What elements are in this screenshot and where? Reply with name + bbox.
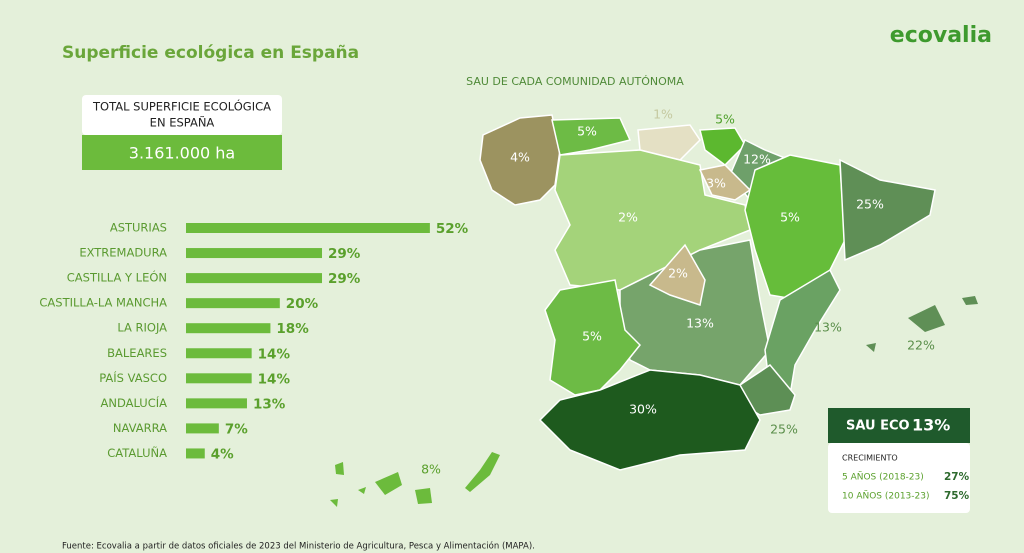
bar — [186, 248, 323, 259]
category-label: CASTILLA-LA MANCHA — [39, 296, 167, 310]
bar-chart: ASTURIAS 52% EXTREMADURA 29% CASTILLA Y LEÓN… — [39, 221, 468, 463]
region-label: 2% — [618, 210, 638, 225]
region-label: 5% — [582, 329, 602, 344]
region — [479, 114, 561, 206]
region-label: 5% — [577, 124, 597, 139]
category-label: PAÍS VASCO — [99, 370, 167, 385]
region — [538, 369, 761, 471]
bar — [186, 348, 252, 359]
region-label: 25% — [856, 197, 884, 212]
region — [764, 268, 841, 396]
total-label: EN ESPAÑA — [150, 115, 215, 130]
value-label: 29% — [328, 271, 361, 287]
bar — [186, 398, 247, 409]
category-label: CASTILLA Y LEÓN — [67, 270, 167, 285]
value-label: 4% — [211, 446, 234, 462]
bar — [186, 223, 430, 233]
region-label: 30% — [629, 402, 657, 417]
region — [698, 164, 752, 201]
category-label: EXTREMADURA — [79, 246, 167, 260]
region — [648, 243, 706, 306]
canarias — [330, 452, 500, 507]
growth-label: 10 AÑOS (2013-23) — [842, 491, 930, 502]
growth-title: CRECIMIENTO — [842, 454, 898, 463]
region — [699, 127, 746, 166]
region-label: 4% — [510, 150, 530, 165]
value-label: 52% — [436, 221, 469, 237]
region — [866, 343, 876, 352]
category-label: CATALUÑA — [107, 445, 167, 460]
growth-box — [828, 443, 970, 513]
value-label: 14% — [258, 346, 291, 362]
value-label: 20% — [286, 296, 319, 312]
logo: ecovalia — [890, 23, 992, 48]
region-label: 25% — [770, 422, 798, 437]
category-label: NAVARRA — [113, 421, 167, 435]
growth-value: 75% — [944, 490, 970, 502]
category-label: ASTURIAS — [110, 221, 167, 235]
sau-label: SAU ECO — [846, 419, 910, 434]
bar — [186, 273, 323, 284]
total-value: 3.161.000 ha — [129, 144, 235, 163]
bar — [186, 373, 252, 384]
bar — [186, 298, 280, 309]
total-label: TOTAL SUPERFICIE ECOLÓGICA — [92, 99, 271, 114]
category-label: BALEARES — [107, 346, 167, 360]
growth-label: 5 AÑOS (2018-23) — [842, 472, 924, 483]
bar — [186, 448, 205, 459]
region-label: 12% — [743, 152, 771, 167]
value-label: 7% — [225, 421, 248, 437]
region-label: 3% — [706, 176, 726, 191]
title: Superficie ecológica en España — [62, 43, 359, 63]
region — [908, 305, 945, 332]
category-label: ANDALUCÍA — [100, 395, 167, 410]
region — [962, 296, 978, 305]
value-label: 18% — [276, 321, 309, 337]
bar — [186, 323, 271, 334]
region-label: 13% — [686, 316, 714, 331]
region-label: 1% — [653, 107, 673, 122]
category-label: LA RIOJA — [117, 321, 167, 335]
source: Fuente: Ecovalia a partir de datos ofici… — [62, 541, 535, 552]
value-label: 14% — [258, 371, 291, 387]
region — [551, 117, 632, 156]
region-label: 8% — [421, 462, 441, 477]
total-value-box — [82, 135, 282, 170]
region-label: 13% — [814, 320, 842, 335]
region-label: 5% — [780, 210, 800, 225]
value-label: 13% — [253, 396, 286, 412]
map-title: SAU DE CADA COMUNIDAD AUTÓNOMA — [466, 75, 684, 88]
bar — [186, 423, 219, 434]
map: 4% 5% 1% 5% 12% 3% 2% 5% 25% 2% 13% 5% 1… — [330, 107, 978, 507]
growth-value: 27% — [944, 471, 970, 483]
total-label-box — [82, 95, 282, 135]
region-label: 2% — [668, 266, 688, 281]
region-label: 22% — [907, 338, 935, 353]
sau-box — [828, 408, 970, 443]
region-label: 5% — [715, 112, 735, 127]
value-label: 29% — [328, 246, 361, 262]
region — [839, 158, 936, 262]
sau-value: 13% — [912, 416, 950, 435]
